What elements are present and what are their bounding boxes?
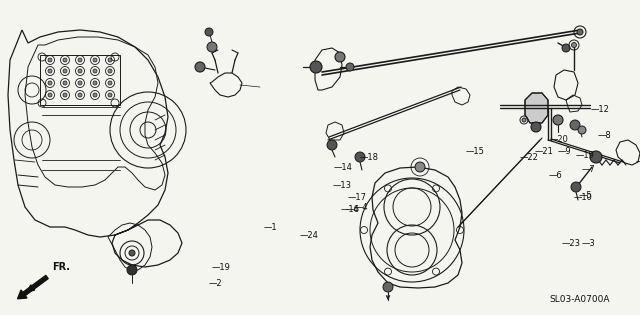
Circle shape [577, 29, 583, 35]
Circle shape [531, 122, 541, 132]
Text: —10: —10 [574, 192, 593, 202]
Text: —11: —11 [636, 158, 640, 167]
Circle shape [48, 58, 52, 62]
Circle shape [63, 93, 67, 97]
FancyArrow shape [17, 275, 48, 299]
Text: —6: —6 [549, 170, 563, 180]
Text: —4: —4 [346, 205, 360, 215]
Text: —14: —14 [334, 163, 353, 171]
Circle shape [78, 58, 82, 62]
Circle shape [63, 81, 67, 85]
Circle shape [93, 81, 97, 85]
Circle shape [522, 118, 526, 122]
Circle shape [572, 43, 577, 48]
Circle shape [63, 58, 67, 62]
Circle shape [553, 115, 563, 125]
Circle shape [48, 93, 52, 97]
Text: —20: —20 [550, 135, 569, 145]
Text: —21: —21 [535, 147, 554, 157]
Circle shape [129, 250, 135, 256]
Circle shape [48, 81, 52, 85]
Circle shape [578, 126, 586, 134]
Circle shape [195, 62, 205, 72]
Text: —19: —19 [576, 151, 595, 159]
Circle shape [571, 182, 581, 192]
Circle shape [63, 69, 67, 73]
Polygon shape [525, 93, 548, 123]
Circle shape [48, 69, 52, 73]
Circle shape [108, 81, 112, 85]
Text: —4: —4 [355, 203, 369, 211]
Text: —24: —24 [300, 232, 319, 240]
Circle shape [78, 81, 82, 85]
Text: —3: —3 [582, 239, 596, 249]
Text: —17: —17 [348, 193, 367, 203]
Circle shape [415, 162, 425, 172]
Circle shape [93, 58, 97, 62]
Text: —1: —1 [264, 222, 278, 232]
Text: —5: —5 [579, 191, 593, 199]
Circle shape [93, 93, 97, 97]
Circle shape [327, 140, 337, 150]
Text: SL03-A0700A: SL03-A0700A [550, 295, 611, 305]
Text: —15: —15 [466, 147, 485, 157]
Circle shape [207, 42, 217, 52]
Circle shape [383, 282, 393, 292]
Circle shape [562, 44, 570, 52]
Circle shape [127, 265, 137, 275]
Text: —9: —9 [558, 147, 572, 157]
Circle shape [355, 152, 365, 162]
Circle shape [108, 69, 112, 73]
Text: —19: —19 [212, 262, 231, 272]
Circle shape [310, 61, 322, 73]
Circle shape [205, 28, 213, 36]
Circle shape [93, 69, 97, 73]
Circle shape [570, 120, 580, 130]
Text: —8: —8 [598, 131, 612, 140]
Circle shape [78, 69, 82, 73]
Text: —7: —7 [582, 165, 596, 175]
Text: —22: —22 [520, 153, 539, 163]
Text: —13: —13 [333, 180, 352, 190]
Circle shape [108, 93, 112, 97]
Circle shape [346, 63, 354, 71]
Text: —18: —18 [360, 153, 379, 163]
Circle shape [335, 52, 345, 62]
Text: —2: —2 [209, 279, 223, 289]
Text: —23: —23 [562, 238, 581, 248]
Circle shape [78, 93, 82, 97]
Text: —16: —16 [341, 205, 360, 215]
Circle shape [108, 58, 112, 62]
Text: —12: —12 [591, 105, 610, 113]
Circle shape [590, 151, 602, 163]
Text: FR.: FR. [52, 262, 70, 272]
